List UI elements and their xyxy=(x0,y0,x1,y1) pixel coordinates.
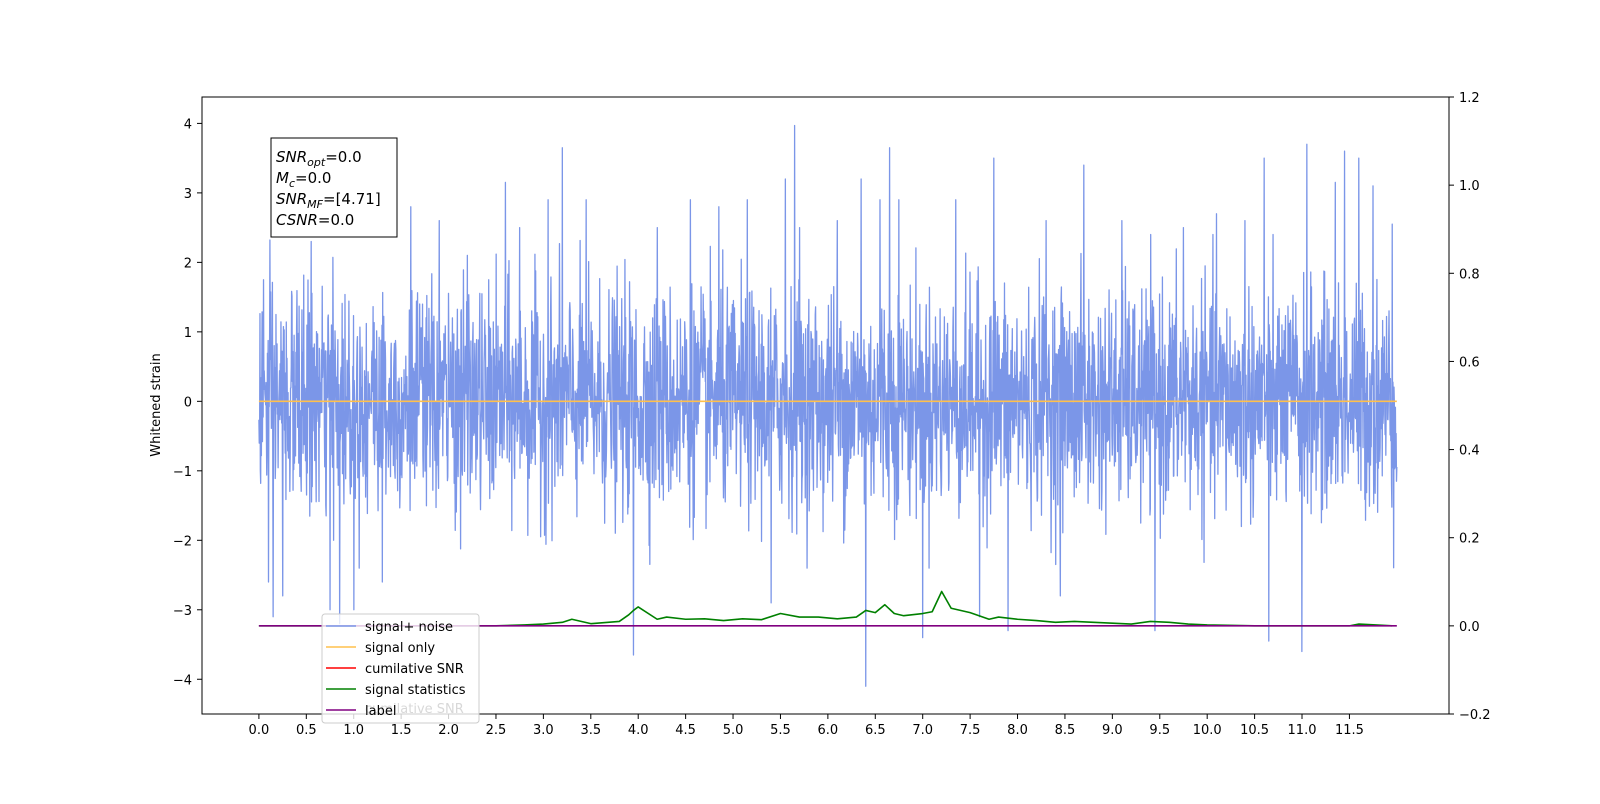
x-tick-label: 10.5 xyxy=(1240,723,1269,738)
x-tick-label: 5.5 xyxy=(770,723,791,738)
y-tick-label: −1 xyxy=(173,465,192,480)
x-tick-label: 0.5 xyxy=(296,723,317,738)
legend-label: signal statistics xyxy=(365,683,466,698)
x-tick-label: 8.5 xyxy=(1055,723,1076,738)
y2-tick-label: 1.0 xyxy=(1459,179,1480,194)
y-tick-label: 3 xyxy=(184,187,192,202)
x-tick-label: 2.0 xyxy=(438,723,459,738)
info-box-line: SNRopt=0.0 xyxy=(276,148,362,169)
x-tick-label: 10.0 xyxy=(1193,723,1222,738)
x-tick-label: 6.5 xyxy=(865,723,886,738)
x-tick-label: 1.0 xyxy=(343,723,364,738)
info-value: =0.0 xyxy=(325,148,361,166)
x-tick-label: 8.0 xyxy=(1007,723,1028,738)
x-tick-label: 6.0 xyxy=(818,723,839,738)
legend-label: signal+ noise xyxy=(365,620,453,635)
legend-frame xyxy=(321,613,480,724)
series-layer xyxy=(258,124,1398,687)
info-value: =[4.71] xyxy=(323,190,381,208)
x-tick-label: 2.5 xyxy=(486,723,507,738)
x-tick-label: 9.0 xyxy=(1102,723,1123,738)
legend-label: label xyxy=(365,704,396,719)
legend-label: cumilative SNR xyxy=(365,662,464,677)
y-tick-label: 0 xyxy=(184,395,192,410)
info-sub: MF xyxy=(307,198,323,211)
series-line-signal-noise xyxy=(258,124,1398,687)
y2-tick-label: 1.2 xyxy=(1459,91,1480,106)
y2-tick-label: −0.2 xyxy=(1459,708,1491,723)
y2-tick-label: 0.4 xyxy=(1459,444,1480,459)
y2-tick-label: 0.6 xyxy=(1459,355,1480,370)
y2-tick-label: 0.0 xyxy=(1459,620,1480,635)
info-sub: c xyxy=(289,177,295,190)
y2-tick-label: 0.2 xyxy=(1459,532,1480,547)
x-tick-label: 7.5 xyxy=(960,723,981,738)
x-tick-label: 7.0 xyxy=(912,723,933,738)
info-value: =0.0 xyxy=(295,169,331,187)
x-axis: 0.0 0.5 1.0 1.5 2.0 2.5 3.0 3.5 4.0 4.5 5.0 5.5 6.0 6… xyxy=(249,714,1364,738)
info-sub: opt xyxy=(307,156,326,169)
plot-frame xyxy=(201,96,1450,715)
info-base: SNR xyxy=(276,148,307,166)
legend-ghost-text: cumilative SNR xyxy=(365,702,464,717)
y-tick-label: 1 xyxy=(184,326,192,341)
x-tick-label: 11.5 xyxy=(1335,723,1364,738)
info-base: CSNR xyxy=(276,211,318,229)
info-base: SNR xyxy=(276,190,307,208)
y-axis-label: Whitened strain xyxy=(149,353,164,456)
x-tick-label: 9.5 xyxy=(1149,723,1170,738)
legend: cumilative SNR signal+ noise signal only cu… xyxy=(321,613,480,724)
x-tick-label: 11.0 xyxy=(1288,723,1317,738)
info-box-line: Mc=0.0 xyxy=(276,169,331,190)
info-box-frame xyxy=(270,137,398,238)
y-tick-label: −4 xyxy=(173,673,192,688)
y-tick-label: −2 xyxy=(173,534,192,549)
info-box-line: CSNR=0.0 xyxy=(276,211,354,229)
y2-tick-label: 0.8 xyxy=(1459,267,1480,282)
x-tick-label: 3.0 xyxy=(533,723,554,738)
x-tick-label: 5.0 xyxy=(723,723,744,738)
legend-label: signal only xyxy=(365,641,435,656)
y-tick-label: −3 xyxy=(173,604,192,619)
series-line-signal-statistics xyxy=(258,590,1393,627)
y-axis-left: 4 3 2 1 0 −1 −2 −3 −4 xyxy=(173,117,202,688)
y-axis-right: 1.2 1.0 0.8 0.6 0.4 0.2 0.0 −0.2 xyxy=(1449,91,1491,723)
info-value: =0.0 xyxy=(318,211,354,229)
x-tick-label: 0.0 xyxy=(249,723,270,738)
y-tick-label: 4 xyxy=(184,117,192,132)
x-tick-label: 4.5 xyxy=(675,723,696,738)
x-tick-label: 3.5 xyxy=(580,723,601,738)
x-tick-label: 1.5 xyxy=(391,723,412,738)
y-tick-label: 2 xyxy=(184,256,192,271)
info-base: M xyxy=(276,169,289,187)
x-tick-label: 4.0 xyxy=(628,723,649,738)
info-box-line: SNRMF=[4.71] xyxy=(276,190,381,211)
